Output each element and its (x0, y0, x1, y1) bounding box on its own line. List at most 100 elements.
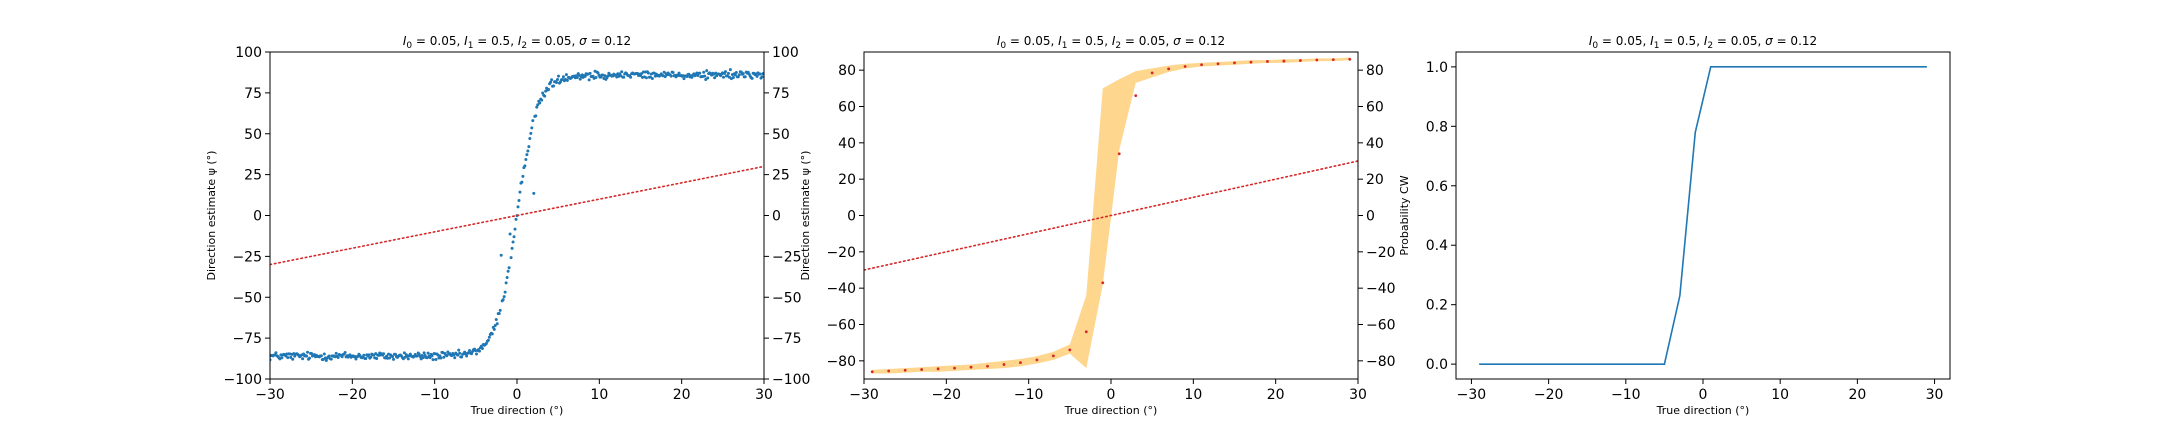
y-tick-label: 0.8 (1426, 119, 1448, 135)
scatter-point (498, 308, 502, 312)
x-tick-label: 30 (755, 387, 773, 403)
y-tick-label: −25 (232, 249, 262, 265)
mean-point (1167, 67, 1171, 71)
y-tick-label: 0.6 (1426, 179, 1448, 195)
mean-point (1298, 59, 1302, 62)
scatter-point (550, 78, 554, 82)
scatter-point (415, 354, 419, 358)
scatter-point (486, 338, 490, 342)
y-tick-label: 0.0 (1426, 357, 1448, 373)
scatter-point (388, 356, 392, 360)
x-tick-label: 0 (1107, 387, 1116, 403)
mean-point (1282, 59, 1286, 63)
mean-point (920, 368, 924, 371)
panel-scatter-estimates: −30 −20 −10 0 10 20 30−100 −100−75 −75−50 −50−25−… (205, 34, 810, 417)
scatter-point (286, 356, 290, 360)
scatter-point (629, 75, 633, 79)
scatter-point (705, 69, 709, 73)
x-tick-label: 20 (673, 387, 691, 403)
y-right-tick-label: 80 (1366, 63, 1384, 79)
x-tick-label: −10 (1014, 387, 1044, 403)
scatter-point (518, 190, 522, 194)
y-right-tick-label: 40 (1366, 136, 1384, 152)
scatter-point (739, 70, 743, 74)
scatter-point (507, 266, 511, 270)
y-tick-label: 0.4 (1426, 238, 1448, 254)
scatter-point (506, 269, 510, 273)
x-tick-label: −30 (1457, 387, 1487, 403)
scatter-point (564, 73, 568, 77)
scatter-point (375, 356, 379, 360)
scatter-point (430, 354, 434, 358)
scatter-point (703, 74, 707, 78)
scatter-point (575, 75, 579, 79)
scatter-point (723, 70, 727, 74)
scatter-point (530, 126, 534, 130)
scatter-point (479, 344, 483, 348)
scatter-point (540, 98, 544, 102)
scatter-point (426, 351, 430, 355)
scatter-point (406, 357, 410, 361)
plot-area (864, 57, 1358, 374)
scatter-point (495, 322, 499, 326)
scatter-point (492, 327, 496, 331)
scatter-point (504, 281, 508, 285)
x-tick-label: −10 (1611, 387, 1641, 403)
scatter-point (677, 71, 681, 75)
scatter-point (301, 357, 305, 361)
scatter-point (535, 105, 539, 109)
scatter-point (547, 88, 551, 92)
scatter-point (512, 235, 516, 239)
scatter-point (511, 240, 515, 244)
scatter-point (505, 276, 509, 279)
scatter-point (306, 350, 310, 354)
scatter-point (556, 78, 560, 81)
scatter-point (644, 76, 648, 80)
scatter-point (525, 153, 529, 157)
x-tick-label: 10 (590, 387, 608, 403)
y-tick-label: −20 (826, 245, 856, 261)
scatter-point (555, 81, 559, 85)
panel-title: I0 = 0.05, I1 = 0.5, I2 = 0.05, σ = 0.12 (997, 34, 1225, 51)
x-tick-label: 10 (1184, 387, 1202, 403)
scatter-point (534, 114, 538, 118)
scatter-point (487, 335, 491, 339)
x-axis-label: True direction (°) (1656, 404, 1750, 417)
y-right-tick-label: −25 (772, 249, 802, 265)
y-tick-label: 75 (244, 86, 262, 102)
mean-point (1315, 58, 1319, 62)
scatter-point (442, 355, 446, 359)
scatter-point (532, 191, 536, 195)
y-tick-label: −80 (826, 354, 856, 370)
scatter-point (382, 352, 386, 356)
scatter-point (445, 354, 449, 358)
scatter-point (509, 256, 513, 260)
y-tick-label: 100 (235, 45, 262, 61)
y-right-tick-label: −20 (1366, 245, 1396, 261)
mean-point (1002, 363, 1006, 366)
scatter-point (737, 73, 741, 77)
x-tick-label: −20 (1534, 387, 1564, 403)
scatter-point (310, 351, 313, 355)
scatter-point (760, 75, 764, 79)
scatter-point (531, 119, 535, 123)
scatter-point (520, 180, 524, 184)
mean-point (1051, 354, 1055, 358)
scatter-point (324, 359, 328, 363)
scatter-point (499, 253, 503, 257)
y-tick-label: 0 (847, 209, 856, 225)
y-right-tick-label: 20 (1366, 172, 1384, 188)
x-tick-label: −20 (338, 387, 368, 403)
scatter-point (343, 351, 347, 355)
scatter-point (460, 355, 464, 359)
y-right-tick-label: −100 (772, 372, 810, 388)
scatter-point (456, 353, 460, 357)
scatter-point (334, 351, 338, 355)
scatter-point (671, 70, 675, 74)
scatter-point (650, 76, 654, 80)
scatter-point (439, 356, 443, 360)
mean-point (1348, 57, 1352, 61)
scatter-point (721, 75, 725, 79)
mean-point (870, 370, 874, 374)
